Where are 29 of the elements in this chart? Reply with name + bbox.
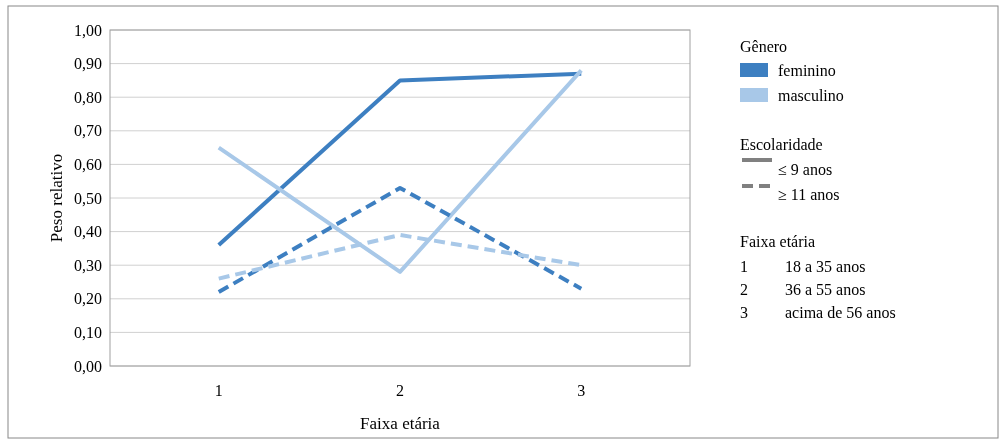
y-tick-label: 1,00	[74, 21, 102, 39]
text: 18 a 35 anos	[785, 258, 866, 275]
x-tick-label: 2	[396, 382, 404, 399]
x-tick-label: 1	[214, 382, 223, 399]
text: feminino	[778, 62, 836, 79]
text: Gênero	[740, 38, 788, 55]
text: 36 a 55 anos	[785, 281, 866, 298]
y-axis-title: Peso relativo	[47, 153, 66, 243]
y-tick-label: 0,60	[74, 156, 102, 173]
y-tick-label: 0,20	[74, 290, 102, 308]
y-tick-label: 0,80	[74, 88, 102, 106]
text: ≥ 11 anos	[778, 186, 840, 203]
text: 3	[740, 304, 748, 321]
x-tick-label: 3	[577, 382, 586, 399]
text: Escolaridade	[740, 136, 823, 153]
y-tick-label: 0,40	[74, 223, 102, 241]
text: Faixa etária	[740, 233, 816, 250]
y-tick-label: 0,10	[74, 324, 102, 341]
text: 1	[740, 258, 748, 275]
y-tick-label: 0,30	[74, 256, 102, 274]
y-tick-label: 0,90	[74, 55, 102, 73]
text: acima de 56 anos	[785, 304, 896, 321]
y-tick-label: 0,00	[74, 357, 102, 375]
text: masculino	[778, 87, 844, 104]
x-axis-title: Faixa etária	[360, 414, 441, 433]
text: ≤ 9 anos	[778, 161, 833, 178]
y-tick-label: 0,50	[74, 189, 102, 207]
y-tick-label: 0,70	[74, 122, 102, 140]
text: 2	[740, 281, 748, 298]
